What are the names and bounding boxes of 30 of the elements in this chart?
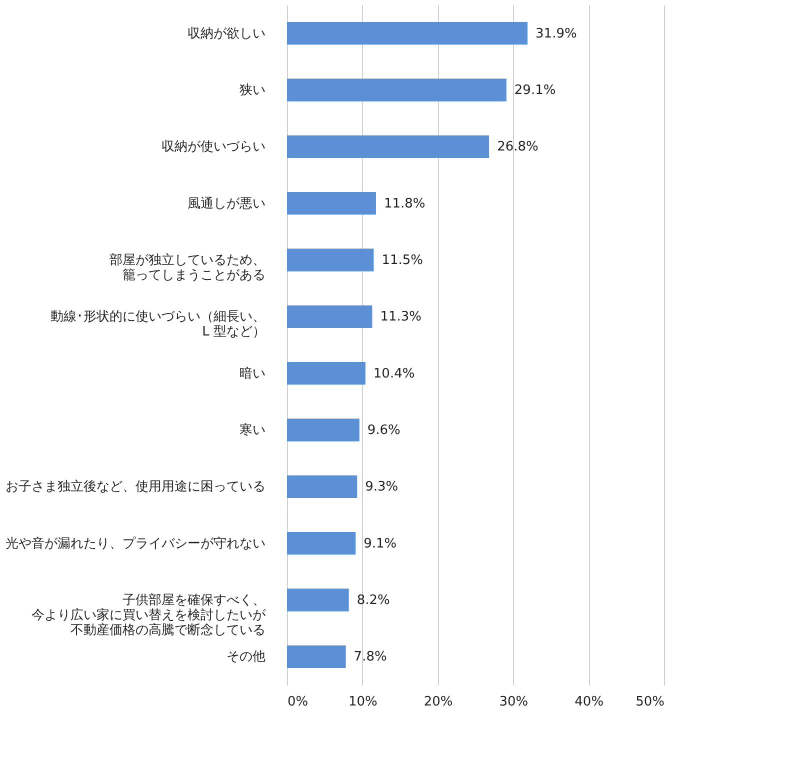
y-tick-label: 収納が欲しい bbox=[188, 26, 266, 42]
y-tick-label: 寒い bbox=[240, 422, 266, 438]
data-label: 11.3% bbox=[380, 310, 422, 325]
data-label: 8.2% bbox=[356, 593, 390, 608]
y-tick-label: 動線･形状的に使いづらい（細長い、L 型など） bbox=[50, 310, 266, 340]
y-tick-label: その他 bbox=[226, 650, 266, 665]
x-tick-label: 20% bbox=[424, 694, 453, 710]
data-label: 10.4% bbox=[373, 366, 415, 382]
y-tick-label: 風通しが悪い bbox=[188, 196, 266, 212]
y-tick-label: 光や音が漏れたり、プライバシーが守れない bbox=[6, 536, 266, 552]
y-tick-label: 部屋が独立しているため、籠ってしまうことがある bbox=[110, 252, 266, 283]
y-tick-label: 収納が使いづらい bbox=[162, 140, 266, 155]
data-label: 9.1% bbox=[364, 536, 397, 552]
data-label: 9.6% bbox=[367, 423, 400, 438]
x-tick-label: 40% bbox=[574, 694, 604, 710]
data-label: 26.8% bbox=[497, 140, 538, 155]
x-tick-label: 0% bbox=[288, 694, 308, 710]
y-tick-label: 子供部屋を確保すべく、今より広い家に買い替えを検討したいが不動産価格の高騰で断念している bbox=[32, 593, 266, 638]
x-tick-label: 50% bbox=[636, 694, 664, 710]
data-label: 31.9% bbox=[536, 26, 577, 42]
data-label: 11.8% bbox=[384, 196, 426, 212]
y-tick-label: 暗い bbox=[240, 366, 266, 382]
y-tick-label: お子さま独立後など、使用用途に困っている bbox=[6, 478, 266, 495]
x-tick-label: 10% bbox=[348, 694, 378, 710]
data-label: 9.3% bbox=[365, 480, 398, 495]
y-tick-label: 狭い bbox=[240, 83, 266, 98]
data-label: 29.1% bbox=[514, 83, 556, 98]
data-label: 11.5% bbox=[382, 253, 424, 268]
data-label: 7.8% bbox=[354, 650, 387, 665]
x-tick-label: 30% bbox=[499, 694, 528, 710]
